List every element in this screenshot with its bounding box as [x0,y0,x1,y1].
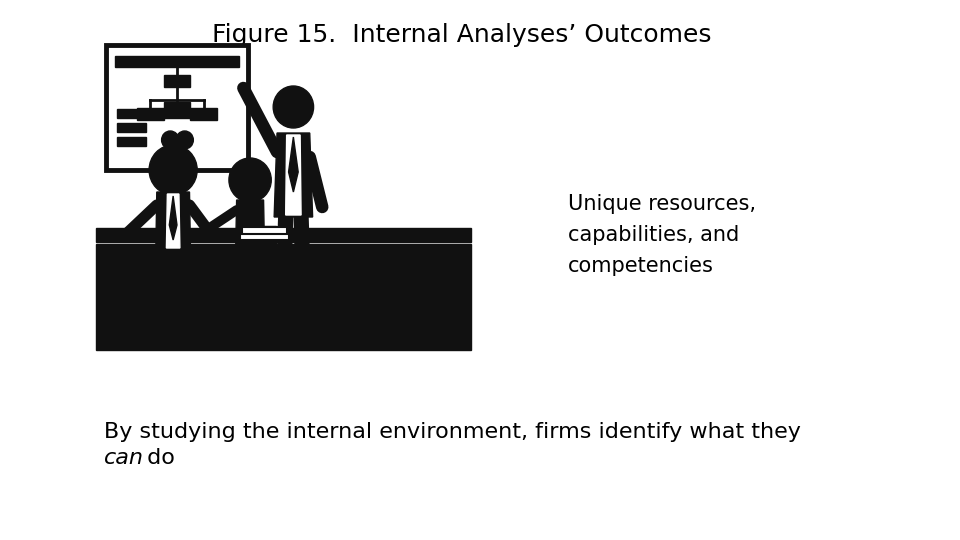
Polygon shape [166,194,180,248]
Circle shape [149,145,197,195]
Bar [163,102,190,118]
Text: Unique resources,
capabilities, and
competencies: Unique resources, capabilities, and comp… [567,194,756,276]
Bar [136,108,163,120]
Circle shape [274,86,314,128]
Bar [163,75,190,87]
Polygon shape [156,192,190,250]
Text: By studying the internal environment, firms identify what they: By studying the internal environment, fi… [104,422,801,442]
Polygon shape [169,196,177,240]
Bar [115,56,238,67]
Bar [240,232,289,240]
Text: do: do [140,448,176,468]
Bar [255,226,276,244]
Circle shape [176,131,193,149]
Text: can: can [104,448,144,468]
Bar [96,228,471,242]
Bar [117,109,146,118]
Circle shape [161,131,179,149]
Polygon shape [235,200,265,250]
Polygon shape [286,135,301,215]
Polygon shape [275,133,313,217]
Text: Figure 15.  Internal Analyses’ Outcomes: Figure 15. Internal Analyses’ Outcomes [212,23,711,47]
Bar [117,123,146,132]
Circle shape [228,158,272,202]
Bar [106,45,249,170]
Bar [117,137,146,146]
Bar [190,108,217,120]
Bar [96,244,471,350]
Polygon shape [289,137,299,192]
Bar [242,227,287,234]
